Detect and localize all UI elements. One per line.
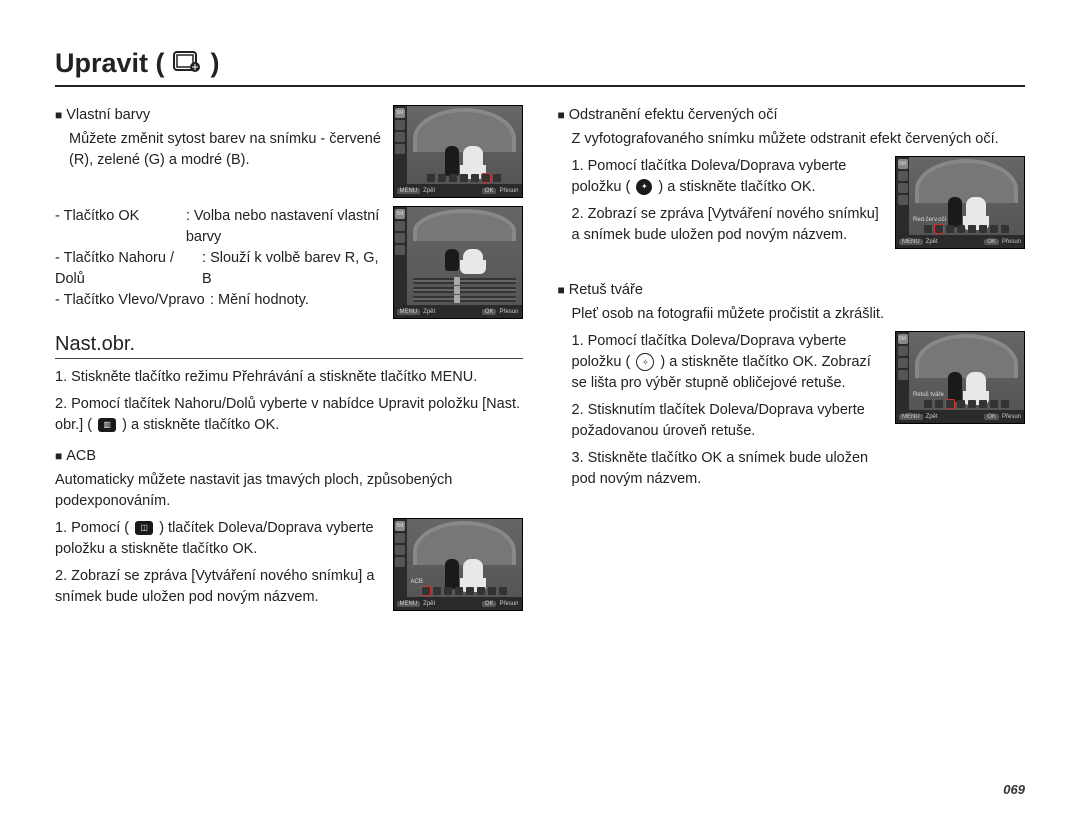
nastobr-title: Nast.obr. [55, 333, 523, 359]
chapter-title: Upravit ( ) [55, 48, 1025, 87]
face-desc: Pleť osob na fotografii můžete pročistit… [558, 304, 1026, 325]
redeye-step1: 1. Pomocí tlačítka Doleva/Doprava vybert… [572, 156, 886, 198]
bullet-icon: ■ [55, 108, 62, 122]
redeye-desc: Z vyfotografovaného snímku můžete odstra… [558, 129, 1026, 150]
chapter-title-close: ) [211, 48, 220, 79]
nastobr-step2: 2. Pomocí tlačítek Nahoru/Dolů vyberte v… [55, 394, 523, 436]
acb-icon: ◫ [135, 521, 153, 535]
custom-color-desc: Můžete změnit sytost barev na snímku - č… [55, 129, 383, 171]
face-step3: 3. Stiskněte tlačítko OK a snímek bude u… [572, 448, 886, 490]
custom-color-head: ■Vlastní barvy [55, 107, 383, 123]
thumbnail-custom-color-1: 5M MENUZpĕtOKPřesun [393, 105, 523, 198]
redeye-step2: 2. Zobrazí se zpráva [Vytváření nového s… [572, 204, 886, 246]
acb-step2: 2. Zobrazí se zpráva [Vytváření nového s… [55, 566, 383, 608]
nastobr-icon: ▥ [98, 418, 116, 432]
face-head: ■Retuš tváře [558, 282, 1026, 298]
acb-step1: 1. Pomocí ( ◫ ) tlačítek Doleva/Doprava … [55, 518, 383, 560]
face-retouch-icon: ✧ [636, 353, 654, 371]
thumbnail-custom-color-2: 5M MENUZpĕtOKPřesun [393, 206, 523, 319]
redeye-icon: ✦ [636, 179, 652, 195]
left-column: ■Vlastní barvy Můžete změnit sytost bare… [55, 105, 523, 622]
btn-updown-label: - Tlačítko Nahoru / Dolů [55, 248, 202, 290]
acb-head: ■ACB [55, 448, 523, 464]
thumbnail-acb: 5M ACB MENUZpĕtOKPřesun [393, 518, 523, 611]
redeye-head: ■Odstranění efektu červených očí [558, 107, 1026, 123]
acb-desc: Automaticky můžete nastavit jas tmavých … [55, 470, 523, 512]
edit-icon [173, 49, 203, 79]
btn-ok-label: - Tlačítko OK [55, 206, 186, 248]
page-number: 069 [1003, 782, 1025, 797]
face-step1: 1. Pomocí tlačítka Doleva/Doprava vybert… [572, 331, 886, 394]
chapter-title-text: Upravit ( [55, 48, 165, 79]
face-step2: 2. Stisknutím tlačítek Doleva/Doprava vy… [572, 400, 886, 442]
btn-lr-label: - Tlačítko Vlevo/Vpravo [55, 290, 210, 311]
right-column: ■Odstranění efektu červených očí Z vyfot… [558, 105, 1026, 622]
thumbnail-face: 5M Retuš tváře MENUZpĕtOKPřesun [895, 331, 1025, 424]
bullet-icon: ■ [55, 449, 62, 463]
bullet-icon: ■ [558, 283, 565, 297]
thumbnail-redeye: 5M Red.červ.očí MENUZpĕtOKPřesun [895, 156, 1025, 249]
nastobr-step1: 1. Stiskněte tlačítko režimu Přehrávání … [55, 367, 523, 388]
bullet-icon: ■ [558, 108, 565, 122]
